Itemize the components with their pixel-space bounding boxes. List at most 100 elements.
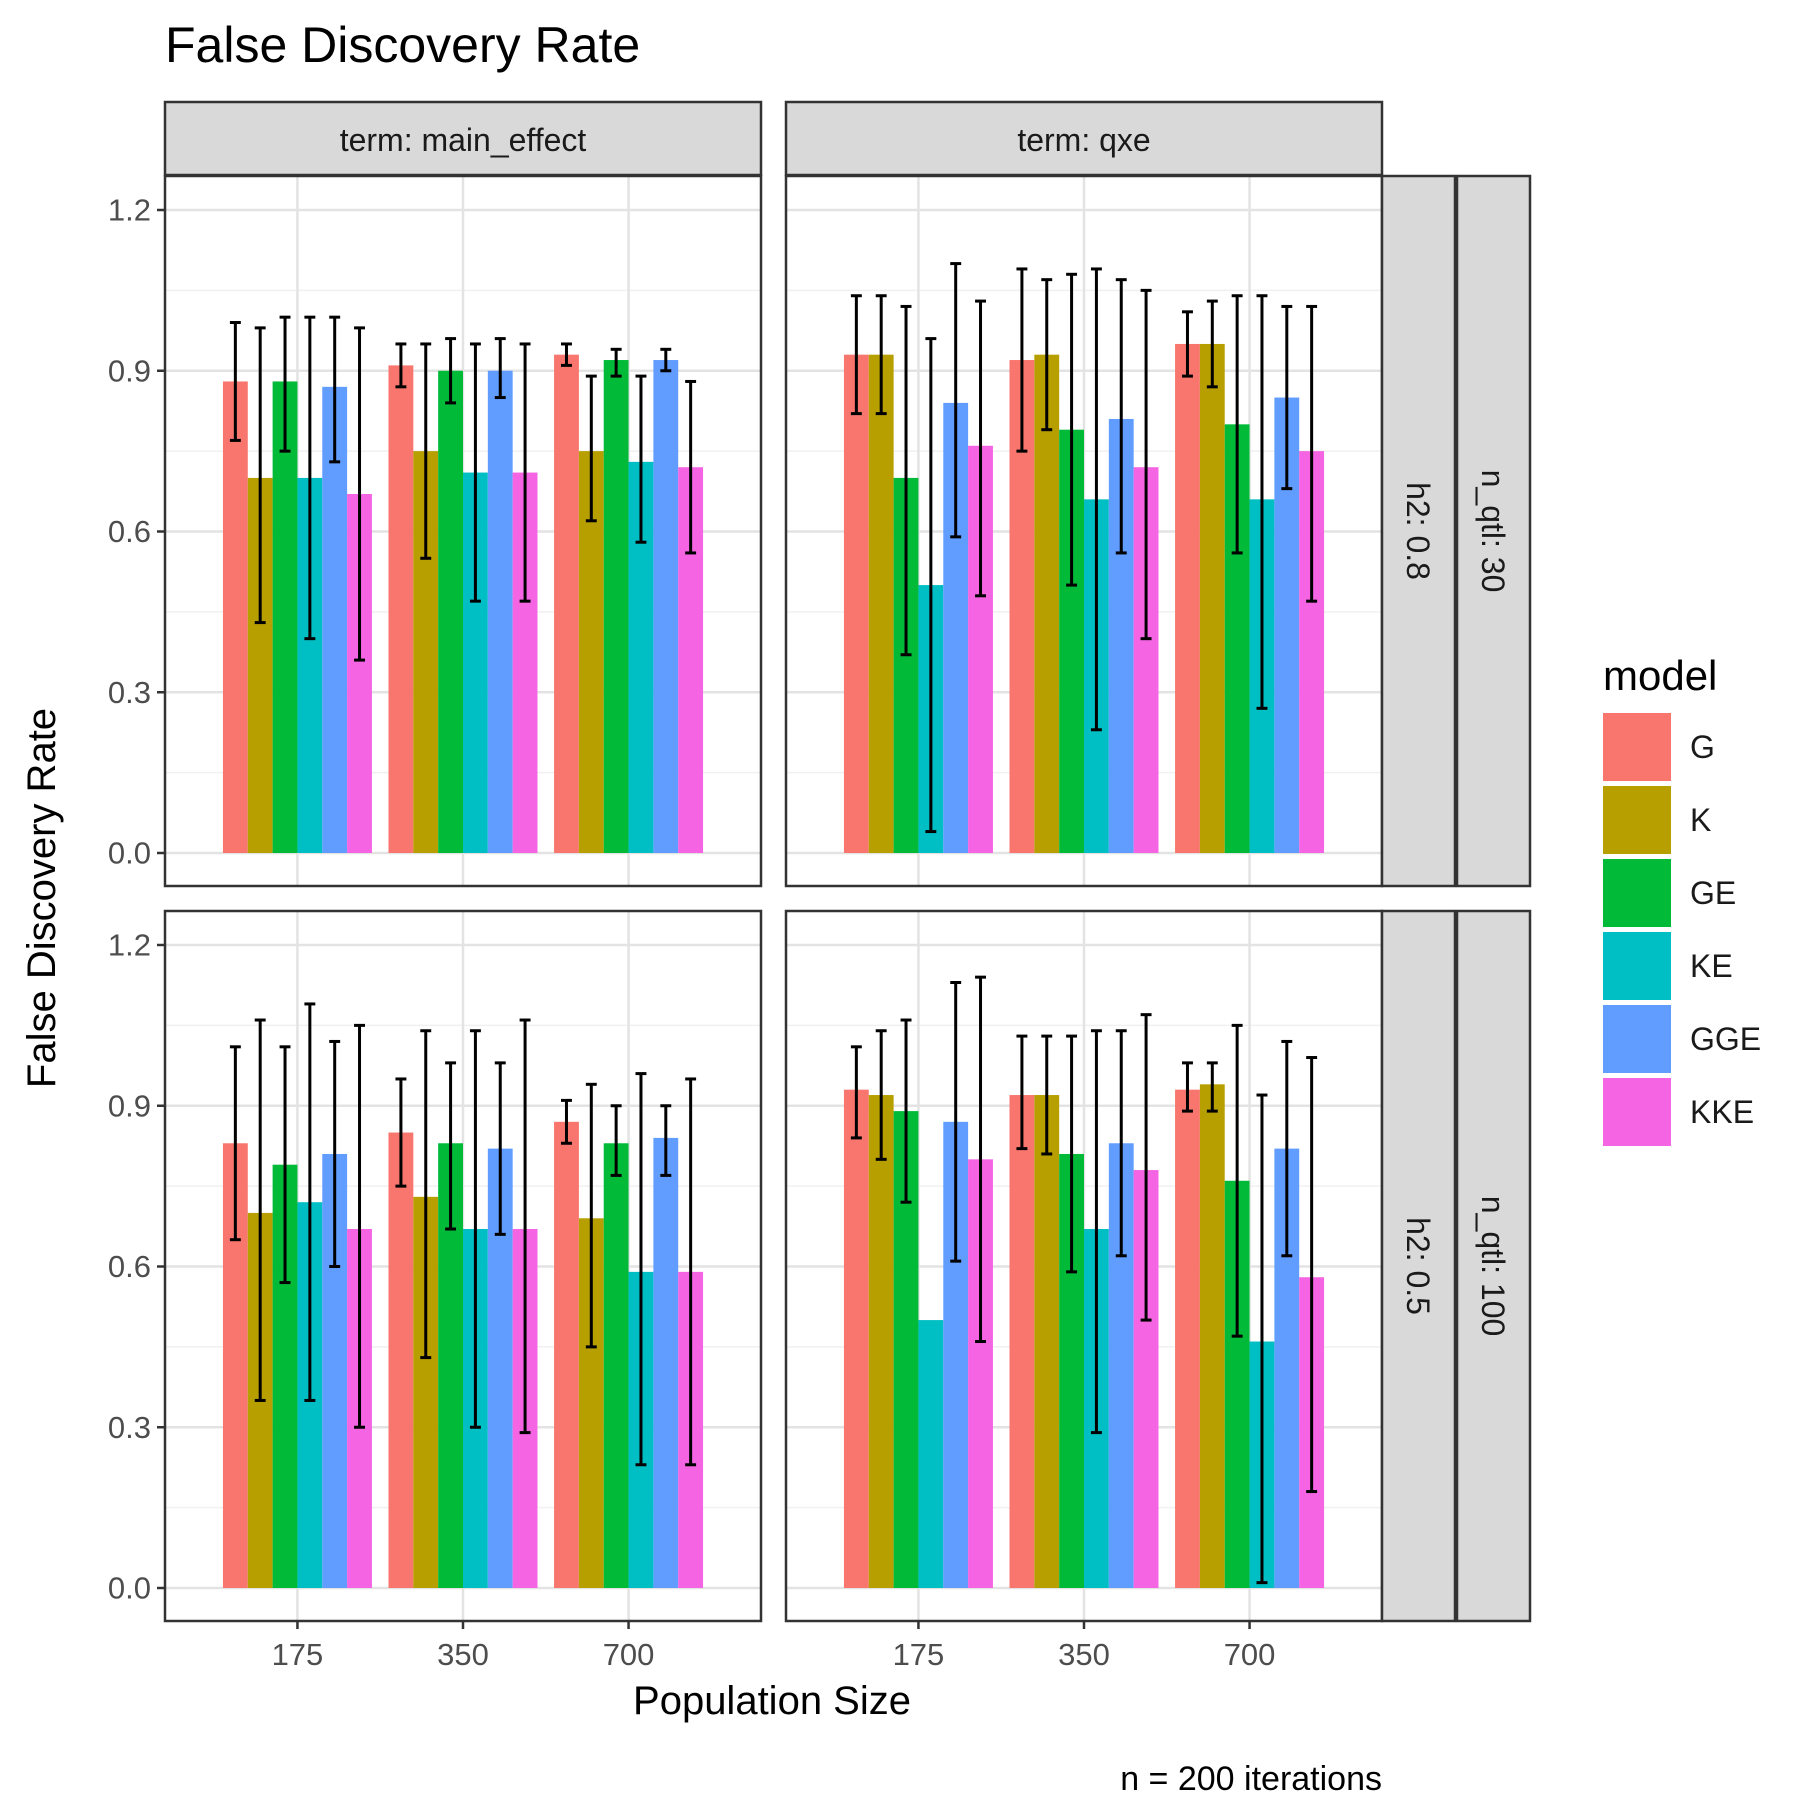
y-tick-label: 1.2 — [108, 193, 151, 228]
errorbar-gge-700-r0c0 — [660, 347, 672, 373]
errorbar-ke-700-r0c0 — [635, 374, 647, 544]
errorbar-ke-175-r0c1 — [925, 337, 937, 834]
strip-row-nqtl-30-label: n_qtl: 30 — [1475, 470, 1511, 593]
bar-g-350-r1c0 — [388, 1132, 414, 1588]
bar-k-175-r1c1 — [868, 1095, 894, 1588]
strip-col-qxe-label: term: qxe — [1017, 122, 1150, 158]
bar-gge-700-r0c0 — [653, 360, 679, 853]
errorbar-gge-175-r0c0 — [329, 315, 341, 464]
errorbar-k-700-r0c0 — [585, 374, 597, 523]
x-tick-label: 350 — [437, 1637, 489, 1672]
strip-col-main-effect-label: term: main_effect — [340, 122, 587, 158]
errorbar-kke-350-r1c1 — [1140, 1013, 1152, 1322]
errorbar-k-350-r1c0 — [420, 1029, 432, 1360]
errorbar-kke-700-r1c1 — [1306, 1056, 1318, 1494]
legend-items: G K GE KE GGE KKE — [1603, 713, 1761, 1146]
strip-row-h2-05-bg — [1380, 909, 1457, 1623]
bar-g-350-r1c1 — [1009, 1095, 1035, 1588]
errorbar-g-700-r1c1 — [1182, 1061, 1193, 1113]
errorbar-g-700-r1c0 — [561, 1098, 572, 1145]
errorbar-k-700-r1c0 — [585, 1082, 597, 1349]
errorbar-k-175-r0c0 — [254, 326, 266, 625]
errorbar-ge-175-r1c0 — [279, 1045, 291, 1285]
strip-row-nqtl-100-label: n_qtl: 100 — [1475, 1196, 1511, 1337]
errorbar-g-175-r0c0 — [229, 321, 241, 442]
errorbar-g-350-r0c0 — [395, 342, 407, 389]
legend-label-ke: KE — [1690, 948, 1733, 984]
errorbar-kke-350-r0c0 — [519, 342, 531, 603]
errorbar-k-700-r1c1 — [1206, 1061, 1218, 1113]
errorbar-ge-350-r1c0 — [445, 1061, 457, 1231]
legend-swatch-ke — [1603, 932, 1671, 1000]
legend-item-gge: GGE — [1603, 1005, 1761, 1073]
bar-ge-700-r1c0 — [603, 1143, 629, 1588]
legend-item-ge: GE — [1603, 859, 1736, 927]
errorbar-gge-700-r1c0 — [660, 1104, 672, 1177]
y-axis-title: False Discovery Rate — [20, 708, 64, 1088]
legend-swatch-ge — [1603, 859, 1671, 927]
x-tick-label: 175 — [272, 1637, 324, 1672]
bar-k-700-r1c1 — [1199, 1084, 1225, 1588]
errorbar-ke-700-r1c1 — [1256, 1093, 1268, 1585]
errorbar-ke-350-r1c0 — [469, 1029, 481, 1429]
errorbar-ke-700-r0c1 — [1256, 294, 1268, 710]
x-tick-label: 700 — [603, 1637, 655, 1672]
strip-row-h2-05-label: h2: 0.5 — [1400, 1217, 1436, 1315]
legend-item-ke: KE — [1603, 932, 1733, 1000]
bar-ke-175-r1c1 — [918, 1320, 944, 1588]
errorbar-ge-700-r1c0 — [610, 1104, 622, 1177]
legend: model G K GE KE GGE KKE — [1603, 652, 1761, 1146]
strip-col-qxe: term: qxe — [784, 100, 1384, 177]
legend-item-k: K — [1603, 786, 1711, 854]
errorbar-ge-175-r0c0 — [279, 315, 291, 453]
caption: n = 200 iterations — [1120, 1760, 1382, 1798]
errorbar-g-175-r0c1 — [850, 294, 862, 416]
errorbar-gge-350-r0c1 — [1115, 278, 1127, 555]
errorbar-kke-175-r1c0 — [354, 1023, 365, 1429]
bar-gge-350-r0c0 — [487, 370, 513, 853]
bar-k-175-r0c1 — [868, 354, 894, 853]
strip-row-h2-08: h2: 0.8 — [1380, 174, 1457, 888]
strip-row-nqtl-100-bg — [1455, 909, 1532, 1623]
errorbar-gge-175-r0c1 — [950, 262, 962, 539]
x-tick-label: 700 — [1224, 1637, 1276, 1672]
bar-k-350-r1c1 — [1034, 1095, 1060, 1588]
bar-g-175-r0c0 — [222, 381, 248, 853]
y-tick-label: 0.3 — [108, 675, 151, 710]
errorbar-k-700-r0c1 — [1206, 299, 1218, 389]
panel-r0c1 — [784, 174, 1384, 888]
errorbar-g-700-r0c0 — [561, 342, 572, 367]
errorbar-gge-175-r1c0 — [329, 1039, 341, 1268]
errorbar-ge-700-r0c1 — [1231, 294, 1243, 555]
strip-row-h2-08-bg — [1380, 174, 1457, 888]
y-tick-label: 0.9 — [108, 1088, 151, 1123]
errorbar-g-175-r1c1 — [850, 1045, 862, 1140]
errorbar-g-350-r0c1 — [1016, 267, 1028, 453]
errorbar-g-350-r1c0 — [395, 1077, 407, 1188]
y-tick-label: 0.3 — [108, 1410, 151, 1445]
errorbar-k-175-r1c0 — [254, 1018, 266, 1402]
errorbar-k-350-r0c1 — [1041, 278, 1053, 432]
errorbar-kke-175-r0c1 — [975, 299, 986, 598]
panel-r1c1: 175 350 700 — [784, 909, 1384, 1672]
errorbar-ke-175-r0c0 — [304, 315, 316, 641]
strip-row-h2-05: h2: 0.5 — [1380, 909, 1457, 1623]
errorbar-ge-700-r0c0 — [610, 347, 622, 378]
bar-g-700-r0c0 — [554, 354, 579, 853]
errorbar-kke-700-r0c0 — [685, 379, 697, 555]
legend-item-g: G — [1603, 713, 1715, 781]
errorbar-kke-700-r1c0 — [685, 1077, 697, 1467]
errorbar-g-350-r1c1 — [1016, 1034, 1028, 1151]
bar-g-350-r0c0 — [388, 365, 414, 853]
legend-swatch-k — [1603, 786, 1671, 854]
errorbar-g-175-r1c0 — [229, 1045, 241, 1242]
strip-col-main-effect-bg — [163, 100, 763, 177]
bar-k-350-r0c1 — [1034, 354, 1060, 853]
bar-ge-350-r0c0 — [438, 370, 463, 853]
errorbar-ge-350-r0c1 — [1066, 272, 1078, 587]
errorbar-ge-350-r1c1 — [1066, 1034, 1078, 1274]
bar-gge-175-r0c0 — [322, 386, 348, 853]
errorbar-gge-350-r0c0 — [494, 337, 506, 400]
errorbar-gge-175-r1c1 — [950, 981, 962, 1263]
